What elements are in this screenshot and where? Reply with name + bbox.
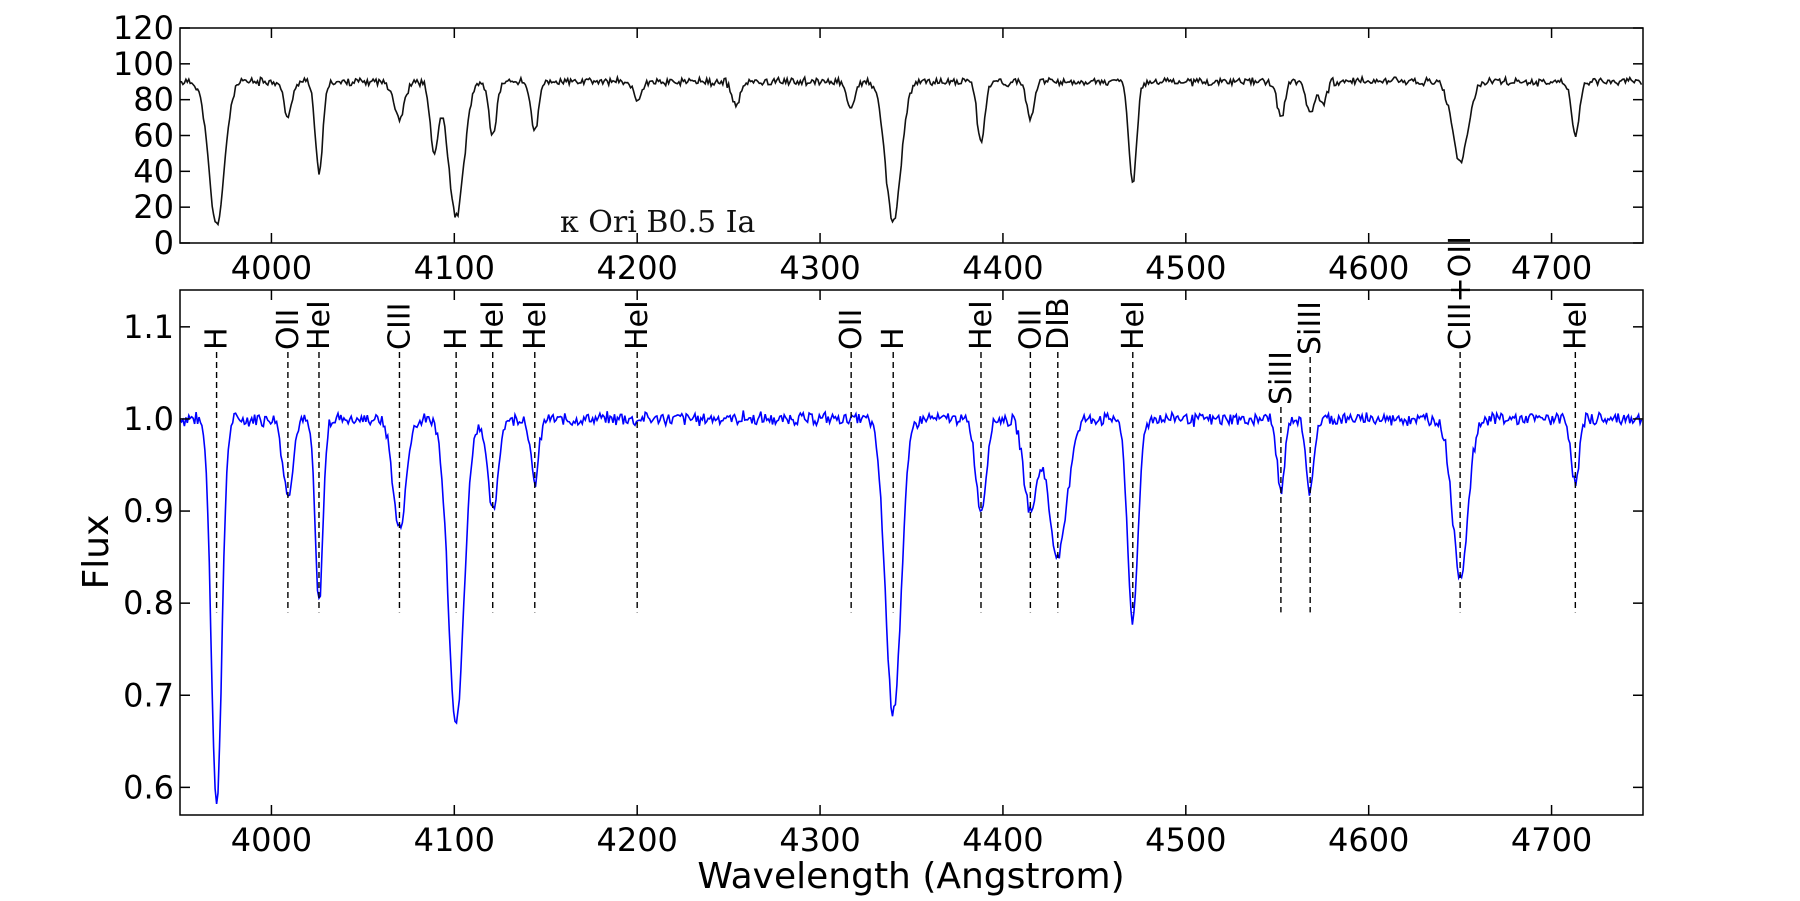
top-y-tick-label: 80 (133, 81, 174, 119)
line-id-label: CIII (382, 303, 417, 351)
x-axis-title: Wavelength (Angstrom) (697, 856, 1124, 897)
top-spectrum-series (180, 74, 1643, 227)
top-y-tick-label: 20 (133, 188, 174, 226)
line-id-label: H (876, 327, 911, 350)
line-id-label: CIII+OII (1443, 236, 1478, 350)
line-id-label: HeI (964, 300, 999, 350)
bottom-x-tick-label: 4200 (596, 821, 677, 859)
top-spectrum-panel: 4000 4100 4200 4300 4400 4500 4600 4700 02040608… (113, 9, 1644, 287)
top-y-tick-label: 40 (133, 152, 174, 190)
bottom-y-tick-label: 0.6 (123, 768, 174, 806)
y-axis-title: Flux (76, 515, 117, 590)
top-y-tick-label: 0 (154, 224, 174, 262)
line-id-label: OII (271, 309, 306, 350)
bottom-spectrum-line-layer (180, 410, 1643, 805)
top-x-tick-label: 4300 (779, 249, 860, 287)
top-panel-ticks: 4000 4100 4200 4300 4400 4500 4600 4700 02040608… (113, 9, 1643, 287)
top-x-tick-label: 4700 (1511, 249, 1592, 287)
bottom-x-tick-label: 4500 (1145, 821, 1226, 859)
line-id-label: HeI (302, 300, 337, 350)
top-panel-annotation: κ Ori B0.5 Ia (560, 205, 755, 240)
bottom-y-tick-label: 0.9 (123, 492, 174, 530)
top-x-tick-label: 4500 (1145, 249, 1226, 287)
bottom-x-tick-label: 4000 (231, 821, 312, 859)
bottom-x-tick-label: 4100 (414, 821, 495, 859)
line-id-label: SiIII (1264, 351, 1299, 405)
top-panel-frame (179, 27, 1644, 244)
bottom-y-tick-label: 1.1 (123, 308, 174, 346)
top-spectrum-line-layer (180, 74, 1643, 227)
bottom-x-tick-label: 4300 (779, 821, 860, 859)
top-x-tick-label: 4100 (414, 249, 495, 287)
line-id-label: OII (834, 309, 869, 350)
bottom-y-tick-label: 0.7 (123, 676, 174, 714)
bottom-panel-ticks: 4000 4100 4200 4300 4400 4500 4600 4700 0.6 0.7 0.… (123, 290, 1643, 859)
top-x-tick-label: 4400 (962, 249, 1043, 287)
bottom-panel-frame (179, 289, 1644, 816)
top-x-tick-label: 4600 (1328, 249, 1409, 287)
top-y-tick-label: 120 (113, 9, 174, 47)
line-id-label: HeI (476, 300, 511, 350)
line-id-label: DIB (1041, 297, 1076, 350)
top-y-tick-label: 60 (133, 117, 174, 155)
line-id-label: HeI (1116, 300, 1151, 350)
top-x-tick-label: 4000 (231, 249, 312, 287)
bottom-x-tick-label: 4600 (1328, 821, 1409, 859)
bottom-spectrum-series (180, 410, 1643, 805)
bottom-x-tick-label: 4400 (962, 821, 1043, 859)
bottom-x-tick-label: 4700 (1511, 821, 1592, 859)
top-x-tick-label: 4200 (596, 249, 677, 287)
top-y-tick-label: 100 (113, 45, 174, 83)
bottom-y-tick-label: 0.8 (123, 584, 174, 622)
line-id-label: HeI (1558, 300, 1593, 350)
line-id-label: SiIII (1293, 301, 1328, 355)
line-id-label: OII (1013, 309, 1048, 350)
line-id-label: HeI (620, 300, 655, 350)
line-id-label: H (439, 327, 474, 350)
line-id-label: HeI (518, 300, 553, 350)
line-id-label: H (200, 327, 235, 350)
bottom-y-tick-label: 1.0 (123, 400, 174, 438)
